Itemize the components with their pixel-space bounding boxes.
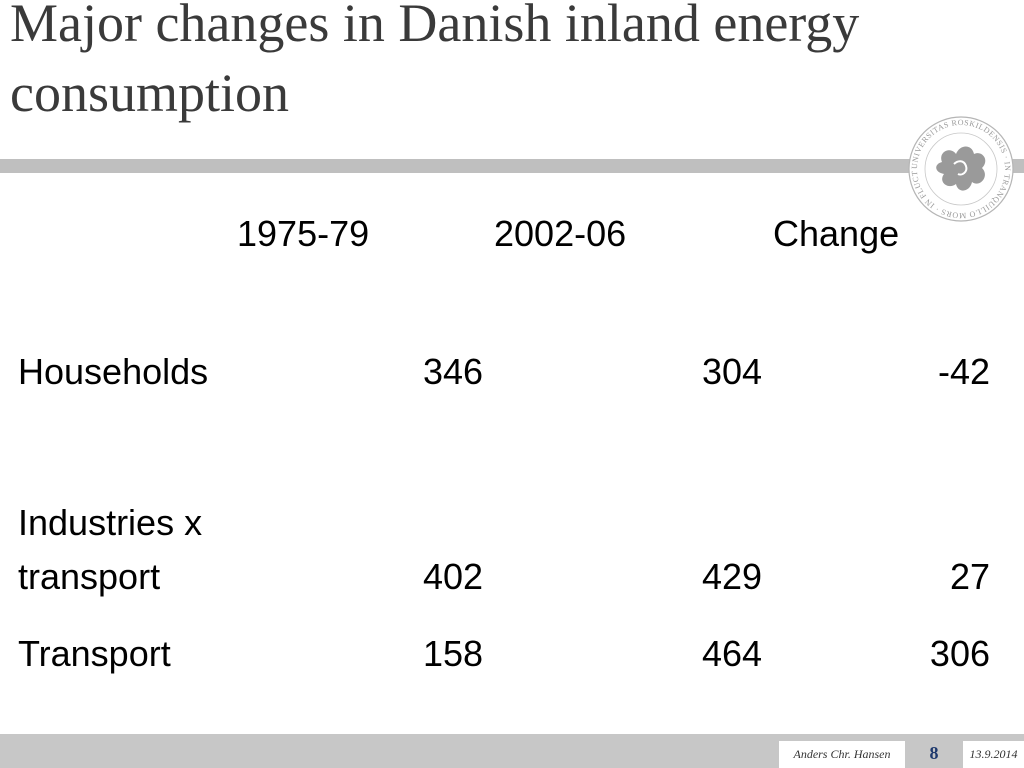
industries-2002-06-value: 429 [702, 556, 763, 597]
column-header-1975-79: 1975-79 [237, 213, 370, 254]
households-change-value: -42 [937, 351, 990, 392]
column-header-2002-06: 2002-06 [494, 213, 627, 254]
title-divider [0, 159, 1024, 173]
column-header-change: Change [773, 213, 900, 254]
university-seal-logo: UNIVERSITAS ROSKILDENSIS · IN TRANQUILLO… [906, 114, 1014, 222]
footer-date: 13.9.2014 [963, 741, 1024, 768]
transport-change-value: 306 [929, 633, 990, 674]
row-label-industries-line2: transport [18, 556, 161, 597]
row-label-households: Households [18, 351, 209, 392]
transport-2002-06-value: 464 [702, 633, 763, 674]
slide-title: Major changes in Danish inland energy co… [10, 0, 860, 123]
industries-change-value: 27 [949, 556, 990, 597]
transport-1975-79-value: 158 [423, 633, 484, 674]
households-1975-79-value: 346 [423, 351, 484, 392]
households-2002-06-value: 304 [702, 351, 763, 392]
row-label-transport: Transport [18, 633, 171, 674]
footer-author: Anders Chr. Hansen [779, 741, 905, 768]
industries-1975-79-value: 402 [423, 556, 484, 597]
row-label-industries-line1: Industries x [18, 502, 203, 543]
footer-page-number: 8 [929, 743, 939, 763]
